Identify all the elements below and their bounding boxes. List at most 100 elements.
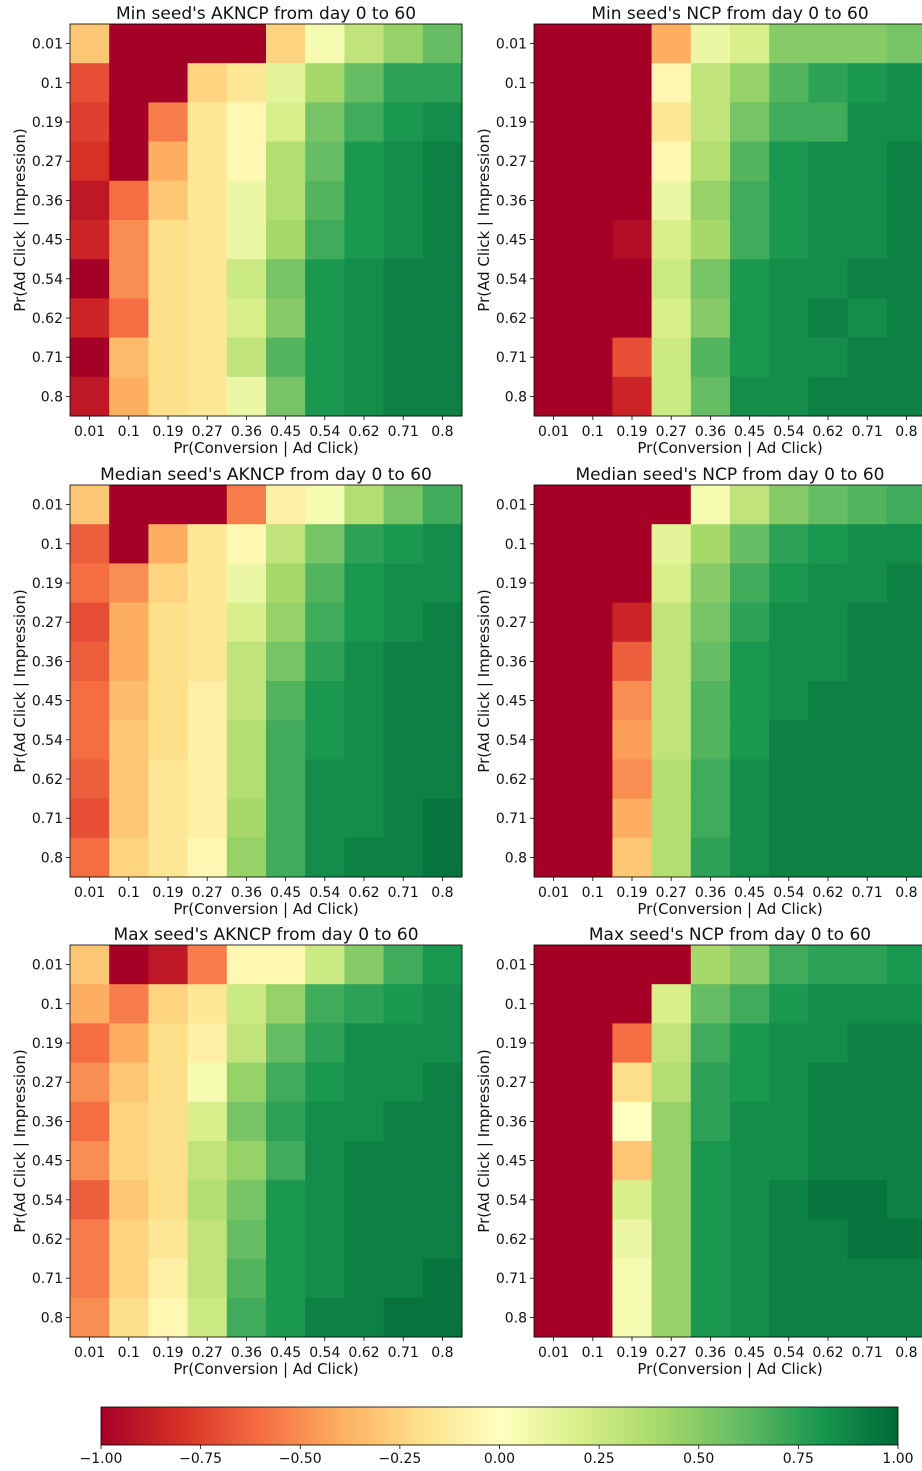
colorbar-tick-label: 1.00 (882, 1451, 913, 1467)
heatmap-cell (187, 485, 228, 525)
heatmap-cell (886, 220, 922, 260)
x-tick-label: 0.71 (388, 424, 419, 440)
x-tick-label: 0.01 (538, 1345, 569, 1361)
y-axis-label: Pr(Ad Click | Impression) (475, 589, 493, 772)
heatmap-cell (769, 24, 809, 64)
heatmap-cell (769, 563, 809, 604)
heatmap-cell (612, 1062, 653, 1103)
heatmap-cell (305, 180, 345, 221)
heatmap-cell (187, 1219, 228, 1260)
x-tick-label: 0.01 (538, 424, 569, 440)
x-tick-label: 0.54 (773, 424, 804, 440)
heatmap-cell (109, 1297, 149, 1338)
heatmap-cell (109, 837, 149, 878)
heatmap-cell (847, 1141, 888, 1181)
heatmap-cell (383, 681, 424, 721)
heatmap-cell (573, 141, 613, 182)
heatmap-cell (422, 984, 463, 1024)
heatmap-cell (769, 1062, 809, 1103)
heatmap-cell (383, 63, 424, 103)
heatmap-cell (305, 1062, 345, 1103)
y-tick-label: 0.36 (32, 193, 63, 209)
heatmap-cell (70, 259, 110, 299)
chart-title: Min seed's NCP from day 0 to 60 (591, 4, 868, 24)
heatmap-cell (534, 1297, 574, 1338)
heatmap-cell (769, 337, 809, 378)
y-tick-label: 0.27 (32, 615, 63, 631)
heatmap-cell (109, 1219, 149, 1260)
heatmap-cell (422, 485, 463, 525)
heatmap-cell (886, 602, 922, 643)
heatmap-cell (305, 1101, 345, 1142)
colorbar-bar (100, 1406, 899, 1446)
heatmap-cell (534, 984, 574, 1024)
heatmap-cell (70, 63, 110, 103)
heatmap-cell (344, 259, 385, 299)
heatmap-cell (70, 1023, 110, 1064)
plot-frame (69, 484, 463, 878)
y-tick-label: 0.54 (496, 733, 527, 749)
heatmap-cell (573, 1101, 613, 1142)
heatmap-cell (187, 1023, 228, 1064)
y-axis-label: Pr(Ad Click | Impression) (11, 128, 29, 311)
heatmap-cell (534, 759, 574, 800)
heatmap-cell (612, 563, 653, 604)
heatmap-panel-2: Min seed's NCP from day 0 to 60 0.01 0.1 0.… (475, 4, 922, 457)
heatmap-cell (383, 1023, 424, 1064)
heatmap-cell (344, 141, 385, 182)
heatmap-cell (769, 720, 809, 760)
heatmap-cell (344, 485, 385, 525)
heatmap-cell (422, 102, 463, 143)
heatmap-cell (266, 759, 306, 800)
heatmap-cell (730, 837, 770, 878)
x-tick-label: 0.71 (852, 885, 883, 901)
x-tick-label: 0.19 (152, 885, 183, 901)
heatmap-cell (70, 681, 110, 721)
heatmap-cell (148, 298, 189, 339)
heatmap-cell (109, 485, 149, 525)
heatmap-cell (612, 1258, 653, 1299)
heatmap-cell (109, 376, 149, 417)
heatmap-cell (226, 1180, 267, 1220)
y-tick-label: 0.54 (32, 272, 63, 288)
heatmap-cell (422, 1023, 463, 1064)
heatmap-cell (690, 681, 731, 721)
plot-frame (533, 23, 922, 417)
heatmap-cell (383, 298, 424, 339)
y-tick-label: 0.36 (496, 654, 527, 670)
heatmap-cell (690, 837, 731, 878)
heatmap-cell (109, 1141, 149, 1181)
heatmap-cell (886, 1219, 922, 1260)
heatmap-cell (651, 141, 692, 182)
heatmap-cell (109, 681, 149, 721)
heatmap-cell (226, 1219, 267, 1260)
heatmap-cell (383, 1219, 424, 1260)
heatmap-cell (148, 1297, 189, 1338)
heatmap-cell (886, 102, 922, 143)
heatmap-cell (383, 759, 424, 800)
heatmap-cell (573, 259, 613, 299)
heatmap-cell (148, 376, 189, 417)
heatmap-cell (266, 220, 306, 260)
heatmap-cell (422, 1062, 463, 1103)
heatmap-cell (344, 337, 385, 378)
colorbar: −1.00 −0.75 −0.50 −0.25 0.00 0.25 0.50 0.75 1.00 (80, 1406, 914, 1467)
heatmap-cell (769, 220, 809, 260)
heatmap-cell (109, 1258, 149, 1299)
heatmap-cell (226, 1141, 267, 1181)
heatmap-cell (226, 180, 267, 221)
x-tick-label: 0.45 (734, 424, 765, 440)
heatmap-cell (187, 1258, 228, 1299)
x-tick-label: 0.01 (74, 1345, 105, 1361)
x-axis-label: Pr(Conversion | Ad Click) (173, 1360, 358, 1378)
heatmap-cell (573, 24, 613, 64)
y-axis-label: Pr(Ad Click | Impression) (11, 589, 29, 772)
heatmap-cell (70, 1141, 110, 1181)
heatmap-cell (383, 376, 424, 417)
heatmap-cell (383, 563, 424, 604)
heatmap-cell (847, 337, 888, 378)
heatmap-cell (730, 984, 770, 1024)
heatmap-cell (70, 1180, 110, 1220)
x-tick-label: 0.01 (74, 424, 105, 440)
x-tick-label: 0.8 (895, 1345, 917, 1361)
